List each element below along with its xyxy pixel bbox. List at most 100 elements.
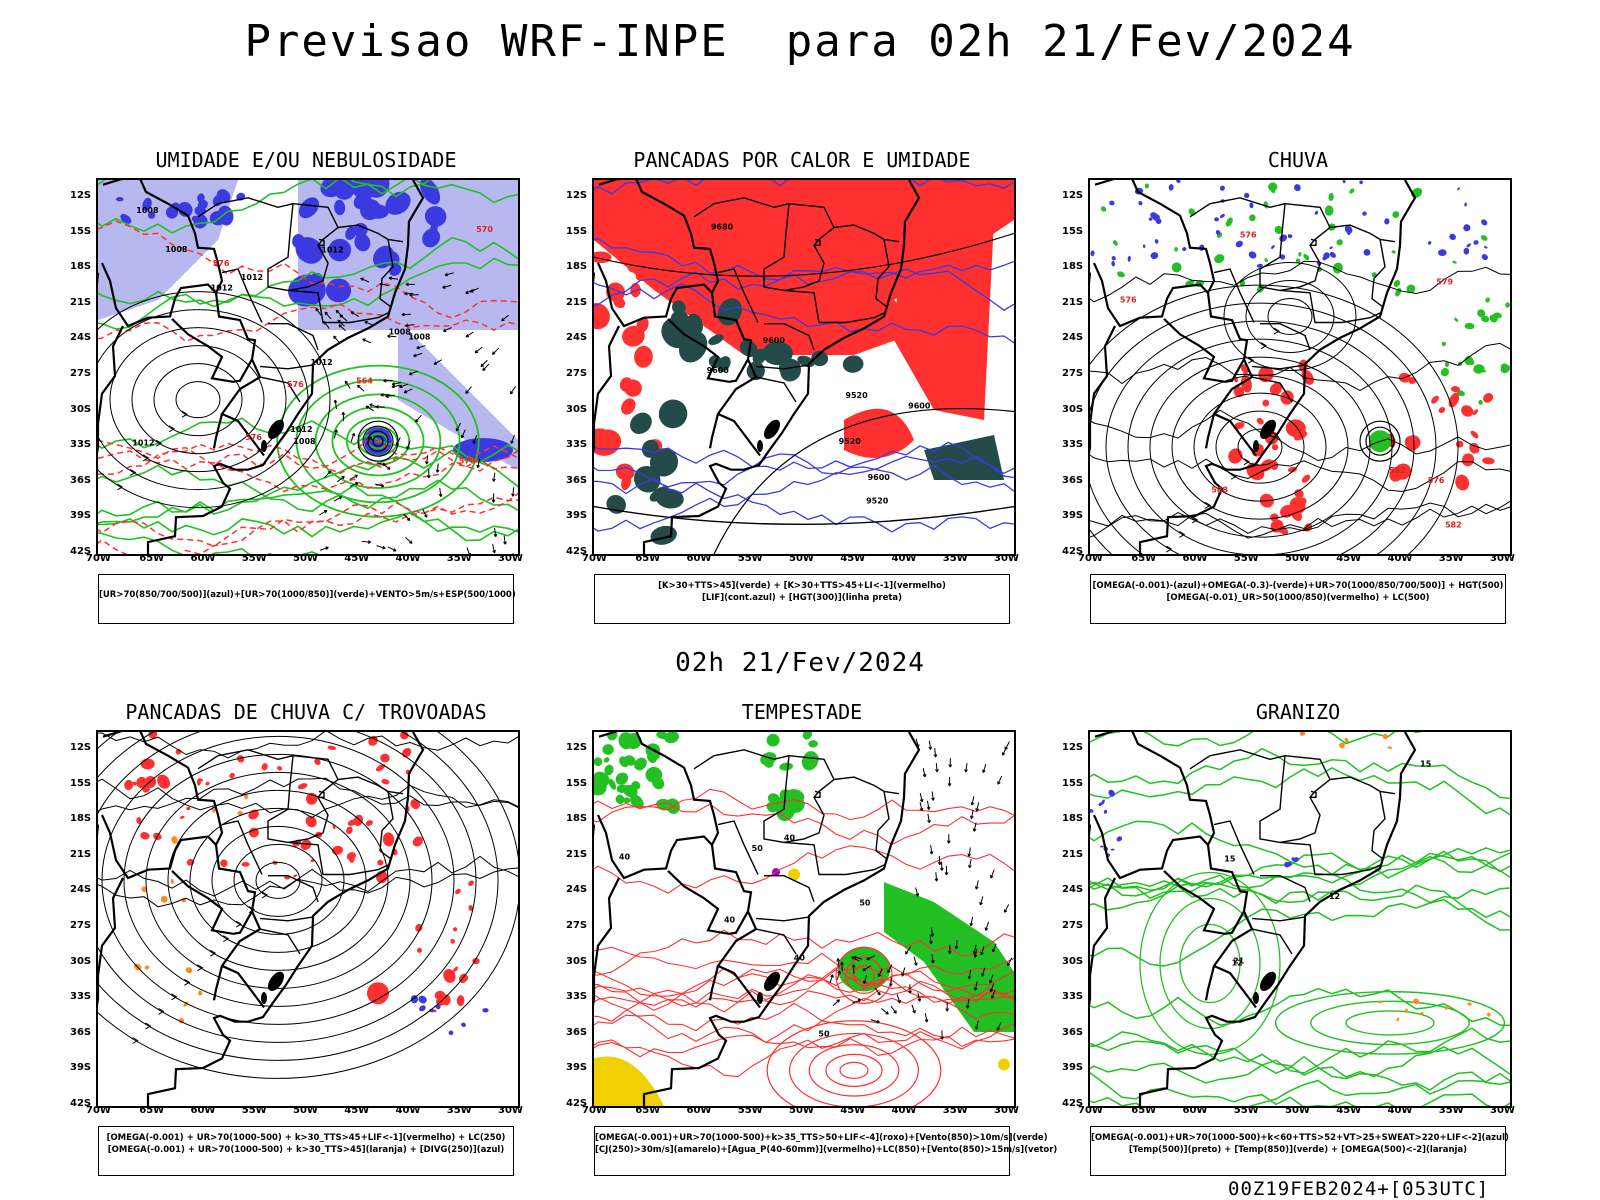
legend-line: [OMEGA(-0.001)-(azul)+OMEGA(-0.3)-(verde…	[1092, 581, 1504, 591]
streamline-arrow	[142, 454, 150, 462]
wind-vector	[338, 324, 343, 328]
contour-label: 1012	[211, 284, 233, 293]
wind-vector	[351, 432, 356, 437]
wind850-vector	[944, 872, 949, 876]
precip-water-red-contour	[594, 1023, 1014, 1078]
wind-vector	[409, 294, 419, 296]
convective-red-area	[248, 827, 259, 838]
wind-vector	[344, 380, 351, 389]
rain-red-area	[1270, 513, 1279, 522]
humidity-blue-area	[197, 199, 208, 210]
contour-label: 582	[1389, 466, 1406, 475]
state-border	[764, 875, 815, 903]
wind850-vector	[836, 958, 841, 962]
streamline-arrow	[222, 935, 230, 943]
legend-line: [LIF](cont.azul) + [HGT(300)](linha pret…	[701, 593, 903, 603]
wind850-green-area	[603, 757, 610, 763]
lon-tick-label: 60W	[686, 1105, 712, 1116]
convective-red-area	[300, 839, 312, 850]
convective-red-area	[140, 758, 155, 770]
streamline-arrow	[1179, 531, 1186, 538]
country-border	[100, 814, 217, 880]
wind850-vector	[887, 969, 891, 974]
lat-tick-label: 30S	[1062, 403, 1084, 415]
lon-tick-label: 65W	[1131, 1105, 1157, 1116]
contour-label: 9600	[763, 336, 786, 345]
k-index-teal-area	[762, 341, 793, 366]
wind-vector	[503, 541, 507, 545]
state-border	[833, 776, 900, 795]
wind-vector	[442, 285, 446, 289]
wind-vector	[315, 307, 319, 312]
omega-blue-area	[1464, 202, 1467, 207]
state-border	[693, 749, 790, 770]
wind-vector	[350, 433, 355, 442]
coastline-east	[642, 180, 921, 554]
humidity-blue-area	[419, 180, 441, 205]
wind850-vector	[935, 872, 938, 882]
wind850-vector	[829, 974, 834, 984]
wind-vector	[387, 466, 391, 470]
state-border	[814, 790, 821, 798]
temp850-green-contour	[1159, 897, 1261, 1030]
legend-line: [K>30+TTS>45](verde) + [K>30+TTS>45+LI<-…	[658, 581, 946, 591]
legend-umidade: [UR>70(850/700/500)](azul)+[UR>70(1000/8…	[98, 574, 516, 624]
wind850-vector	[948, 764, 953, 768]
temp850-green-contour	[1345, 1010, 1435, 1036]
lon-tick-label: 55W	[241, 553, 267, 564]
lon-tick-label: 45W	[840, 1105, 866, 1116]
panel-title-granizo: GRANIZO	[1255, 700, 1341, 724]
wind850-vector	[924, 1019, 929, 1023]
convective-orange-area	[170, 878, 174, 884]
omega-blue-area	[1481, 254, 1488, 261]
lat-tick-label: 21S	[1062, 848, 1084, 860]
humidity-blue-area	[191, 215, 200, 222]
lon-tick-label: 30W	[498, 553, 523, 564]
wind-vector	[387, 546, 397, 552]
humidity-blue-area	[354, 233, 371, 252]
geography-pancadas_calor	[594, 180, 921, 554]
lat-tick-label: 33S	[70, 439, 92, 451]
wind850-green-area	[779, 762, 793, 771]
convective-orange-area	[244, 794, 249, 800]
omega-blue-area	[1214, 217, 1219, 222]
contour-label: 9600	[868, 473, 891, 482]
wind-vector	[465, 390, 469, 394]
k-index-teal-area	[641, 439, 659, 458]
lc250-streamline	[98, 732, 499, 1061]
lc250-streamline	[98, 732, 518, 1079]
wind-vector	[383, 378, 387, 383]
k-index-teal-area	[630, 412, 652, 435]
omega-green-area	[1336, 239, 1343, 246]
wind850-vector	[933, 754, 938, 758]
state-border	[318, 790, 325, 798]
omega-green-area	[1452, 260, 1457, 264]
lat-tick-label: 24S	[566, 884, 588, 896]
hgt500-contour	[1359, 420, 1401, 462]
contour-labels-tempestade: 40 50 50 40 50 40 40	[619, 833, 871, 1038]
wind-vector	[443, 327, 452, 332]
contour-label: 12	[1329, 892, 1340, 901]
lon-tick-label: 70W	[86, 1105, 111, 1116]
k-index-teal-area	[924, 435, 1004, 480]
wind-vector	[433, 361, 438, 365]
wind850-vector	[939, 867, 944, 871]
contour-label: 1012	[310, 358, 332, 367]
omega500-orange-area	[1396, 1017, 1400, 1022]
omega-blue-area	[1182, 247, 1187, 252]
wind-vector	[461, 429, 466, 439]
wind-vector	[338, 496, 343, 500]
omega-blue-area	[1463, 247, 1470, 255]
lc500-streamline	[1090, 409, 1510, 462]
map-pancadas_trovoadas	[96, 730, 520, 1108]
wind850-vector	[840, 961, 844, 966]
omega-blue-area	[1111, 256, 1116, 261]
omega500-orange-area	[1299, 732, 1306, 736]
wind850-vector	[954, 945, 959, 950]
wind-vector	[408, 371, 413, 376]
legend-line: [CJ(250)>30m/s](amarelo)+[Agua_P(40-60mm…	[595, 1145, 1058, 1155]
wind850-vector	[979, 896, 984, 906]
state-border	[1329, 776, 1396, 795]
wind850-vector	[928, 740, 932, 750]
wind850-vector	[862, 980, 867, 985]
